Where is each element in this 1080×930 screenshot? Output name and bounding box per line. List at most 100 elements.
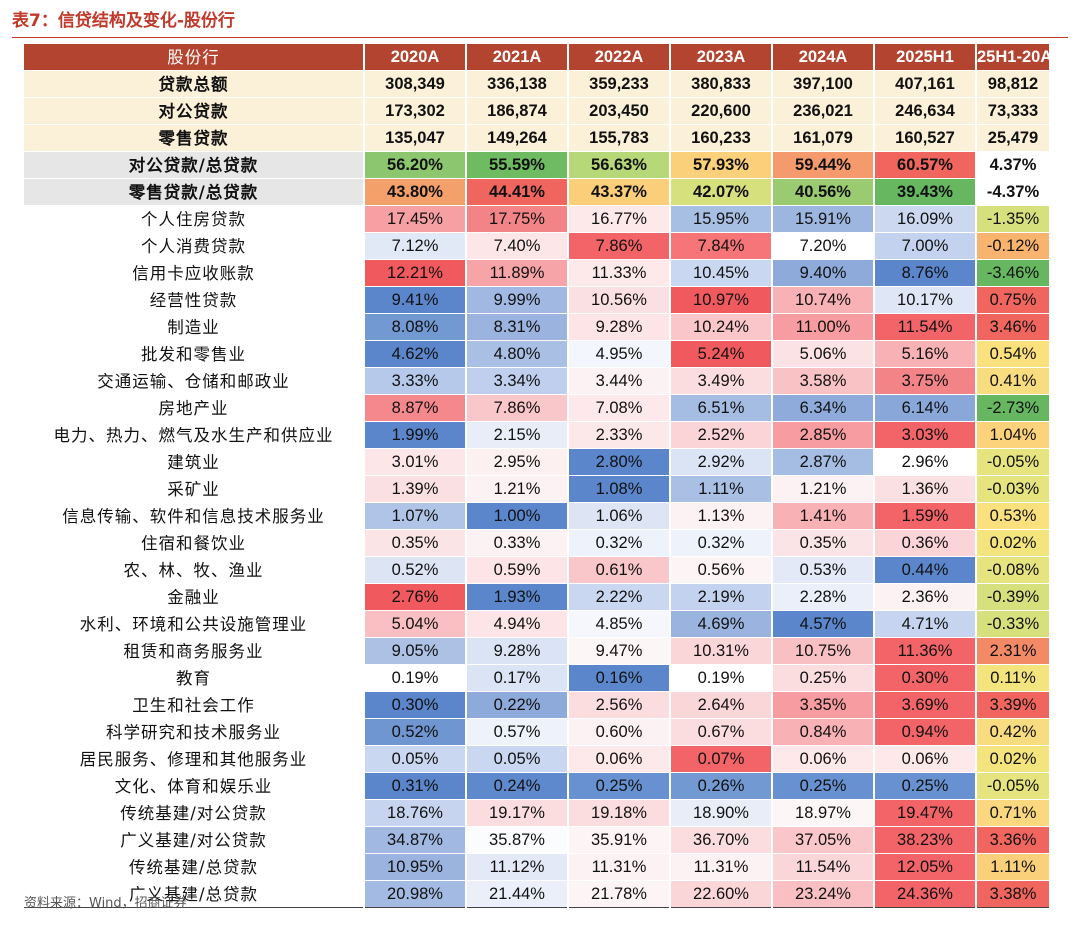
table-cell: 35.87% <box>466 826 569 854</box>
table-cell: 6.34% <box>772 394 875 422</box>
table-cell: 36.70% <box>670 826 773 854</box>
table-cell: 59.44% <box>772 151 875 179</box>
table-cell: 308,349 <box>364 70 467 98</box>
table-cell: 3.58% <box>772 367 875 395</box>
table-cell: 7.00% <box>874 232 977 260</box>
table-cell: 11.00% <box>772 313 875 341</box>
table-cell: 9.47% <box>568 637 671 665</box>
table-cell: 380,833 <box>670 70 773 98</box>
table-cell: 18.97% <box>772 799 875 827</box>
table-cell: 0.11% <box>976 664 1051 692</box>
table-cell: 0.19% <box>670 664 773 692</box>
table-row: 广义基建/对公贷款 34.87% 35.87% 35.91% 36.70% 37.05% 3… <box>24 826 1051 854</box>
table-cell: 35.91% <box>568 826 671 854</box>
table-cell: 0.16% <box>568 664 671 692</box>
table-cell: 18.90% <box>670 799 773 827</box>
table-cell: 0.30% <box>874 664 977 692</box>
table-cell: 0.30% <box>364 691 467 719</box>
table-cell: 0.25% <box>772 664 875 692</box>
table-row: 传统基建/总贷款 10.95% 11.12% 11.31% 11.31% 11.54% 12… <box>24 853 1051 881</box>
table-cell: 43.80% <box>364 178 467 206</box>
table-cell: 236,021 <box>772 97 875 125</box>
table-cell: 3.01% <box>364 448 467 476</box>
table-row: 居民服务、修理和其他服务业 0.05% 0.05% 0.06% 0.07% 0.06% 0.… <box>24 745 1051 773</box>
table-cell: 55.59% <box>466 151 569 179</box>
table-row: 个人住房贷款 17.45% 17.75% 16.77% 15.95% 15.91% 16.0… <box>24 205 1051 233</box>
row-label: 个人消费贷款 <box>24 232 365 260</box>
table-cell: 2.92% <box>670 448 773 476</box>
table-cell: 7.12% <box>364 232 467 260</box>
table-cell: 10.31% <box>670 637 773 665</box>
table-cell: 19.18% <box>568 799 671 827</box>
table-cell: 3.03% <box>874 421 977 449</box>
row-label: 房地产业 <box>24 394 365 422</box>
table-cell: 11.31% <box>670 853 773 881</box>
table-cell: 0.53% <box>772 556 875 584</box>
table-cell: 2.95% <box>466 448 569 476</box>
table-cell: 56.63% <box>568 151 671 179</box>
table-row: 教育 0.19% 0.17% 0.16% 0.19% 0.25% 0.30% 0.11% <box>24 664 1051 692</box>
table-cell: 7.40% <box>466 232 569 260</box>
table-cell: 42.07% <box>670 178 773 206</box>
row-label: 对公贷款/总贷款 <box>24 151 365 179</box>
table-cell: 3.75% <box>874 367 977 395</box>
table-cell: 2.56% <box>568 691 671 719</box>
row-label: 广义基建/对公贷款 <box>24 826 365 854</box>
table-cell: 359,233 <box>568 70 671 98</box>
table-cell: 0.17% <box>466 664 569 692</box>
table-cell: 336,138 <box>466 70 569 98</box>
table-cell: 24.36% <box>874 880 977 908</box>
table-cell: 4.94% <box>466 610 569 638</box>
table-cell: 15.91% <box>772 205 875 233</box>
header-2022a: 2022A <box>568 44 671 71</box>
table-body: 贷款总额 308,349 336,138 359,233 380,833 397,100 4… <box>24 70 1051 908</box>
table-cell: 2.28% <box>772 583 875 611</box>
table-cell: 2.31% <box>976 637 1051 665</box>
table-row: 零售贷款 135,047 149,264 155,783 160,233 161,079 1… <box>24 124 1051 152</box>
table-cell: 1.11% <box>976 853 1051 881</box>
table-row: 电力、热力、燃气及水生产和供应业 1.99% 2.15% 2.33% 2.52% 2.85… <box>24 421 1051 449</box>
table-cell: 8.08% <box>364 313 467 341</box>
header-2023a: 2023A <box>670 44 773 71</box>
table-cell: 5.16% <box>874 340 977 368</box>
row-label: 金融业 <box>24 583 365 611</box>
table-title: 表7：信贷结构及变化-股份行 <box>12 11 235 31</box>
table-cell: 60.57% <box>874 151 977 179</box>
table-cell: 6.14% <box>874 394 977 422</box>
table-cell: 0.25% <box>568 772 671 800</box>
row-label: 交通运输、仓储和邮政业 <box>24 367 365 395</box>
table-cell: 0.22% <box>466 691 569 719</box>
row-label: 教育 <box>24 664 365 692</box>
table-cell: 0.53% <box>976 502 1051 530</box>
table-cell: 9.41% <box>364 286 467 314</box>
table-cell: 397,100 <box>772 70 875 98</box>
table-row: 住宿和餐饮业 0.35% 0.33% 0.32% 0.32% 0.35% 0.36% 0.02… <box>24 529 1051 557</box>
table-cell: 3.49% <box>670 367 773 395</box>
table-cell: 149,264 <box>466 124 569 152</box>
table-cell: 9.40% <box>772 259 875 287</box>
table-row: 农、林、牧、渔业 0.52% 0.59% 0.61% 0.56% 0.53% 0.44% -0… <box>24 556 1051 584</box>
table-cell: 10.97% <box>670 286 773 314</box>
table-cell: 4.37% <box>976 151 1051 179</box>
table-cell: 0.05% <box>466 745 569 773</box>
row-label: 居民服务、修理和其他服务业 <box>24 745 365 773</box>
table-row: 对公贷款/总贷款 56.20% 55.59% 56.63% 57.93% 59.44% 60… <box>24 151 1051 179</box>
table-row: 贷款总额 308,349 336,138 359,233 380,833 397,100 4… <box>24 70 1051 98</box>
table-cell: 16.09% <box>874 205 977 233</box>
table-cell: 11.12% <box>466 853 569 881</box>
row-label: 科学研究和技术服务业 <box>24 718 365 746</box>
table-cell: 0.35% <box>364 529 467 557</box>
table-cell: 5.04% <box>364 610 467 638</box>
table-cell: 173,302 <box>364 97 467 125</box>
table-cell: 3.36% <box>976 826 1051 854</box>
table-cell: 161,079 <box>772 124 875 152</box>
table-cell: 40.56% <box>772 178 875 206</box>
table-cell: 0.36% <box>874 529 977 557</box>
table-cell: 11.31% <box>568 853 671 881</box>
table-row: 卫生和社会工作 0.30% 0.22% 2.56% 2.64% 3.35% 3.69% 3.3… <box>24 691 1051 719</box>
table-cell: 4.62% <box>364 340 467 368</box>
table-cell: 0.44% <box>874 556 977 584</box>
table-cell: 0.57% <box>466 718 569 746</box>
table-cell: 11.89% <box>466 259 569 287</box>
table-cell: 18.76% <box>364 799 467 827</box>
